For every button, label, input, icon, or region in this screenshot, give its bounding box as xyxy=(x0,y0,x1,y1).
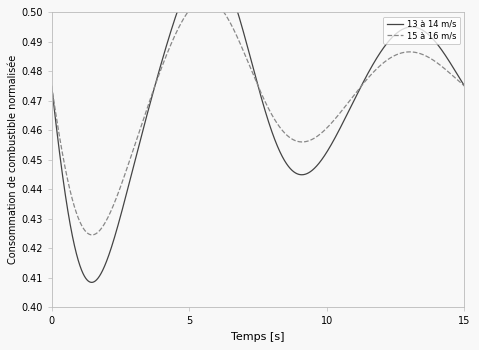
13 à 14 m/s xyxy=(89,280,94,285)
15 à 16 m/s xyxy=(409,50,415,54)
15 à 16 m/s xyxy=(207,0,213,2)
13 à 14 m/s xyxy=(462,84,468,88)
15 à 16 m/s xyxy=(203,0,209,1)
15 à 16 m/s xyxy=(462,84,468,88)
15 à 16 m/s xyxy=(454,77,459,81)
X-axis label: Temps [s]: Temps [s] xyxy=(231,332,285,342)
15 à 16 m/s xyxy=(96,229,102,233)
Line: 13 à 14 m/s: 13 à 14 m/s xyxy=(52,0,465,282)
Y-axis label: Consommation de combustible normalisée: Consommation de combustible normalisée xyxy=(8,55,18,264)
13 à 14 m/s xyxy=(49,84,55,88)
Legend: 13 à 14 m/s, 15 à 16 m/s: 13 à 14 m/s, 15 à 16 m/s xyxy=(383,16,460,44)
13 à 14 m/s xyxy=(121,203,126,208)
15 à 16 m/s xyxy=(49,84,55,88)
13 à 14 m/s xyxy=(454,71,459,75)
Line: 15 à 16 m/s: 15 à 16 m/s xyxy=(52,0,465,235)
15 à 16 m/s xyxy=(121,177,126,181)
13 à 14 m/s xyxy=(96,275,102,279)
15 à 16 m/s xyxy=(225,17,231,21)
15 à 16 m/s xyxy=(89,233,95,237)
13 à 14 m/s xyxy=(409,25,415,29)
